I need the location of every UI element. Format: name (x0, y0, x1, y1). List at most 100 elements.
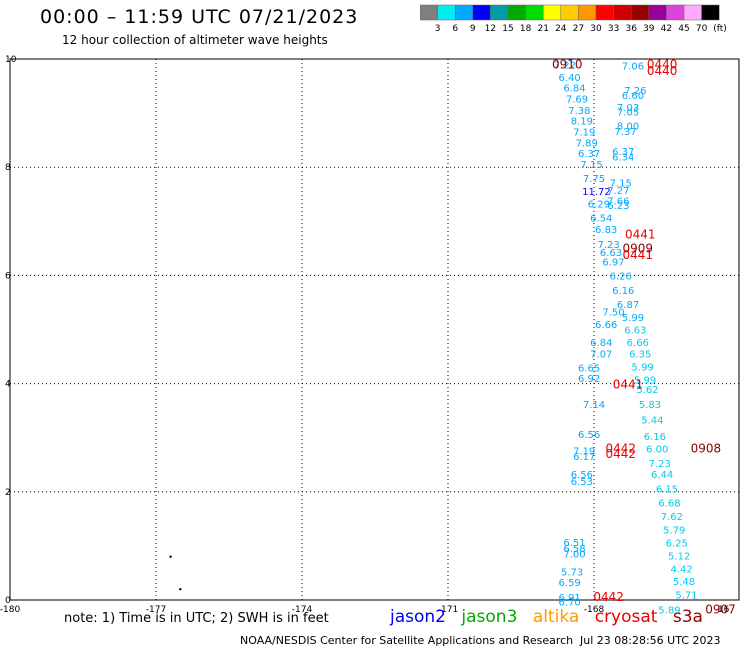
wave-height-label: 7.07 (590, 349, 612, 360)
wave-height-label: 4.42 (670, 565, 692, 576)
legend-s3a: s3a (672, 607, 703, 627)
pass-time-label: 0441 (625, 227, 656, 241)
color-scale-label: 15 (502, 24, 513, 34)
color-scale-label: 39 (643, 24, 655, 34)
wave-height-label: 6.26 (610, 271, 632, 282)
wave-height-label: 6.56 (571, 470, 593, 481)
wave-height-label: 6.37 (612, 147, 634, 158)
color-scale-label: 24 (555, 24, 567, 34)
wave-height-label: 8.00 (617, 122, 639, 133)
observation-dot (169, 555, 172, 558)
wave-height-label: 7.22 (554, 60, 576, 71)
color-scale-label: 12 (485, 24, 496, 34)
lat-tick-label: 6 (5, 271, 11, 281)
wave-height-label: 6.66 (627, 338, 649, 349)
wave-height-label: 6.92 (578, 374, 600, 385)
wave-height-label: 7.19 (573, 127, 595, 138)
wave-height-label: 7.00 (563, 549, 585, 560)
wave-height-label: 5.83 (639, 400, 661, 411)
credit-line: NOAA/NESDIS Center for Satellite Applica… (240, 634, 574, 647)
wave-height-label: 6.23 (607, 201, 629, 212)
legend-altika: altika (532, 607, 580, 627)
wave-height-label: 6.66 (595, 320, 617, 331)
lon-tick-label: -177 (146, 605, 166, 615)
lon-tick-label: -180 (0, 605, 20, 615)
wave-height-label: 6.25 (666, 539, 688, 550)
lon-tick-label: -16 (715, 605, 730, 615)
wave-height-label: 6.37 (578, 149, 600, 160)
pass-time-label: 0907 (705, 603, 736, 617)
wave-height-label: 6.68 (658, 499, 680, 510)
color-scale-label: 33 (608, 24, 619, 34)
color-scale-label: 9 (470, 24, 476, 34)
chart-title: 00:00 – 11:59 UTC 07/21/2023 (40, 6, 359, 28)
wave-height-label: 6.29 (588, 199, 610, 210)
wave-height-label: 6.59 (559, 578, 581, 589)
lon-tick-label: -171 (438, 605, 458, 615)
wave-height-label: 7.38 (568, 106, 590, 117)
wave-height-label: 5.99 (632, 362, 654, 373)
wave-height-label: 6.16 (644, 432, 666, 443)
wave-height-label: 7.23 (597, 240, 619, 251)
wave-height-label: 5.44 (641, 415, 663, 426)
wave-height-label: 7.06 (622, 61, 644, 72)
wave-height-label: 6.54 (590, 214, 612, 225)
wave-height-label: 7.62 (661, 512, 683, 523)
color-scale-label: 36 (625, 24, 637, 34)
wave-height-label: 5.99 (634, 375, 656, 386)
lon-tick-label: -174 (292, 605, 313, 615)
wave-height-label: 8.19 (571, 117, 593, 128)
wave-height-label: 7.66 (607, 197, 629, 208)
map-frame (9, 58, 740, 601)
wave-height-label: 7.19 (573, 447, 595, 458)
wave-height-label: 7.05 (617, 107, 639, 118)
wave-height-label: 7.23 (649, 459, 671, 470)
pass-time-label: 0908 (691, 442, 722, 456)
wave-height-label: 6.34 (612, 152, 634, 163)
wave-height-label: 11.72 (582, 187, 611, 198)
color-scale-label: 21 (537, 24, 548, 34)
pass-time-label: 0441 (613, 378, 644, 392)
wave-height-label: 7.89 (576, 138, 598, 149)
color-swatch (701, 4, 720, 21)
color-scale-label: 42 (661, 24, 672, 34)
wave-height-label: 6.15 (656, 485, 678, 496)
color-scale-label: 30 (590, 24, 602, 34)
wave-height-label: 7.15 (610, 178, 632, 189)
lat-tick-label: 10 (5, 55, 17, 65)
color-scale-label: 70 (696, 24, 708, 34)
wave-height-label: 7.14 (583, 400, 605, 411)
wave-height-label: 5.62 (636, 385, 658, 396)
wave-height-label: 6.53 (571, 477, 593, 488)
pass-time-label: 0910 (552, 57, 583, 71)
wave-height-label: 6.70 (559, 598, 581, 609)
satellite-legend: jason2 jason3 altika cryosat s3a (390, 607, 713, 627)
wave-height-label: 7.75 (583, 174, 605, 185)
pass-time-label: 0440 (647, 57, 678, 71)
pass-time-label: 0442 (605, 447, 636, 461)
chart-subtitle: 12 hour collection of altimeter wave hei… (62, 33, 328, 47)
wave-height-label: 6.58 (563, 544, 585, 555)
lat-tick-label: 0 (5, 596, 11, 606)
wave-height-label: 6.63 (600, 248, 622, 259)
wave-height-label: 6.87 (617, 300, 639, 311)
pass-time-label: 0909 (623, 241, 654, 255)
wave-height-label: 6.35 (629, 349, 651, 360)
wave-height-label: 7.03 (617, 103, 639, 114)
wave-height-label: 6.65 (578, 363, 600, 374)
wave-height-label: 6.17 (573, 452, 595, 463)
wave-height-label: 6.63 (624, 326, 646, 337)
wave-height-label: 6.60 (622, 91, 644, 102)
color-scale-bar: 3 6 9 12 15 18 21 24 27 30 33 36 39 42 45 70 (ft) (420, 4, 727, 34)
pass-time-label: 0442 (605, 442, 636, 456)
pass-time-label: 0442 (593, 590, 624, 604)
wave-height-label: 6.84 (590, 338, 612, 349)
wave-height-label: 5.71 (675, 591, 697, 602)
wave-height-label: 7.37 (615, 127, 637, 138)
color-scale-label: 27 (573, 24, 584, 34)
wave-height-label: 6.91 (559, 593, 581, 604)
legend-cryosat: cryosat (594, 607, 658, 627)
wave-height-label: 5.12 (668, 552, 690, 563)
wave-height-label: 5.48 (673, 577, 695, 588)
